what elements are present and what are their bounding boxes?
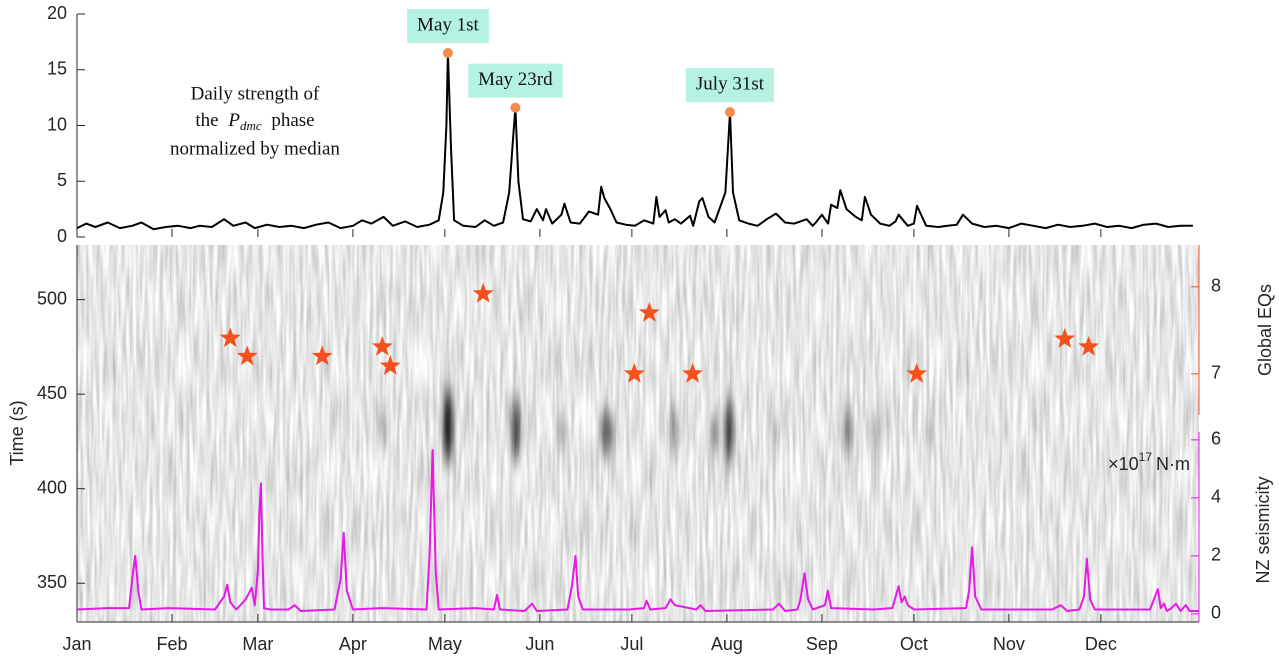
y-tick-label: 10 (47, 114, 67, 134)
seismicity-line (77, 449, 1199, 612)
y3-axis-label: NZ seismicity (1253, 477, 1273, 584)
x-tick-label: Jan (62, 634, 91, 654)
y2-tick-label: 8 (1211, 276, 1221, 296)
x-tick-label: Dec (1085, 634, 1117, 654)
peak-marker (510, 102, 521, 113)
x-tick-label: Feb (157, 634, 188, 654)
x-tick-label: Mar (242, 634, 273, 654)
x-tick-label: Jul (620, 634, 643, 654)
unit-label: ×10 (1108, 454, 1139, 474)
peak-label-text: May 1st (417, 14, 479, 35)
unit-label: 17 (1139, 450, 1153, 464)
peak-marker (442, 48, 453, 59)
y3-tick-label: 4 (1211, 487, 1221, 507)
y-tick-label: 450 (37, 383, 67, 403)
label-box (468, 63, 563, 98)
unit-label: N·m (1156, 454, 1190, 474)
peak-label: July 31st (685, 68, 775, 103)
annotation: Daily strength of (191, 83, 320, 104)
annotation: the Pdmc phase (195, 110, 314, 136)
annotation: P (227, 110, 240, 131)
peak-label: May 1st (407, 9, 489, 44)
x-tick-label: May (428, 634, 462, 654)
data-line (76, 52, 1193, 231)
x-tick-label: Aug (711, 634, 743, 654)
earthquake-star (623, 362, 645, 383)
y-tick-label: 400 (37, 477, 67, 497)
x-tick-label: Apr (339, 634, 367, 654)
earthquake-star (311, 345, 333, 366)
earthquake-star (906, 362, 928, 383)
earthquake-star (1078, 335, 1100, 356)
label-box (407, 9, 489, 44)
earthquake-star (379, 355, 401, 375)
earthquake-star (219, 327, 241, 348)
y3-tick-label: 2 (1211, 545, 1221, 565)
background-image (77, 245, 1199, 622)
earthquake-star (1054, 328, 1076, 348)
annotation: dmc (240, 118, 262, 133)
y2-axis-label: Global EQs (1255, 284, 1275, 376)
annotation: normalized by median (170, 138, 340, 159)
y-tick-label: 20 (47, 3, 67, 23)
y-axis-label: Time (s) (7, 400, 27, 465)
annotation: the (195, 110, 218, 131)
earthquake-star (371, 335, 393, 356)
annotation: phase (271, 110, 314, 131)
y2-tick-label: 7 (1211, 363, 1221, 383)
peak-label-text: July 31st (696, 73, 765, 94)
unit-label: ×1017 N·m (1108, 450, 1190, 474)
peak-marker (724, 107, 735, 118)
earthquake-star (682, 362, 703, 383)
y-tick-label: 350 (37, 572, 67, 592)
y3-tick-label: 0 (1211, 603, 1221, 623)
plot-area (77, 449, 1199, 612)
peak-label: May 23rd (468, 63, 563, 98)
x-tick-label: Jun (525, 634, 554, 654)
y-tick-label: 5 (57, 170, 67, 190)
y-tick-label: 0 (57, 226, 67, 246)
y-tick-label: 15 (47, 59, 67, 79)
y-tick-label: 500 (37, 288, 67, 308)
label-box (685, 68, 775, 103)
earthquake-star (236, 345, 258, 366)
x-tick-label: Nov (993, 634, 1025, 654)
earthquake-star (472, 282, 494, 303)
y3-tick-label: 6 (1211, 429, 1221, 449)
x-tick-label: Oct (900, 634, 928, 654)
earthquake-star (638, 301, 660, 322)
x-tick-label: Sep (806, 634, 838, 654)
peak-label-text: May 23rd (478, 69, 553, 90)
